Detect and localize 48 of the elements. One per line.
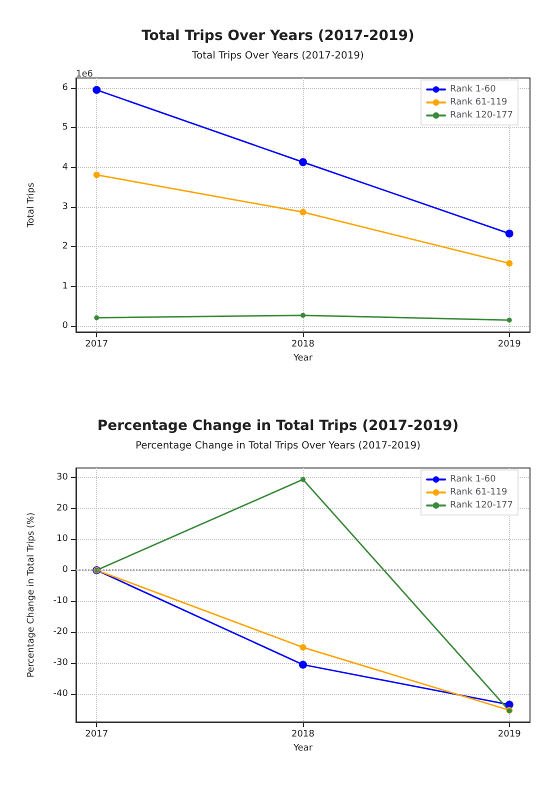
y-tick-label: -30 bbox=[53, 658, 68, 668]
point bbox=[300, 644, 306, 651]
y-tick-label: 3 bbox=[62, 202, 68, 212]
point bbox=[300, 208, 306, 216]
x-tick-label: 2019 bbox=[498, 730, 522, 740]
legend-label: Rank 120-177 bbox=[450, 110, 513, 120]
point bbox=[299, 660, 307, 669]
point bbox=[94, 315, 100, 320]
point bbox=[506, 318, 512, 323]
y-tick-label: 4 bbox=[62, 162, 68, 172]
x-axis-title: Year bbox=[292, 744, 313, 754]
y-tick-label: 5 bbox=[62, 122, 68, 133]
y-tick-label: -40 bbox=[53, 689, 68, 700]
point bbox=[505, 230, 514, 238]
x-tick-label: 2019 bbox=[498, 340, 522, 350]
y-tick-label: 0 bbox=[62, 321, 68, 332]
y-tick-label: 20 bbox=[56, 503, 68, 514]
y-tick-label: 2 bbox=[62, 242, 68, 252]
y-tick-label: 30 bbox=[56, 472, 68, 482]
legend-label: Rank 61-119 bbox=[450, 488, 508, 498]
x-tick-label: 2017 bbox=[85, 340, 108, 350]
y-tick-label: 0 bbox=[62, 565, 68, 576]
x-axis-title: Year bbox=[292, 354, 313, 364]
y-tick-label: 10 bbox=[56, 534, 68, 544]
point bbox=[299, 158, 307, 166]
x-tick-label: 2018 bbox=[292, 730, 315, 740]
point bbox=[506, 260, 513, 267]
legend-label: Rank 61-119 bbox=[450, 98, 508, 108]
chart-title: Percentage Change in Total Trips (2017-2019) bbox=[97, 418, 459, 434]
y-tick-label: 6 bbox=[62, 82, 68, 93]
chart-title: Total Trips Over Years (2017-2019) bbox=[142, 28, 414, 44]
x-tick-label: 2018 bbox=[292, 340, 315, 350]
y-tick-label: -20 bbox=[53, 627, 68, 638]
y-tick-label: -10 bbox=[53, 596, 68, 606]
y-axis-title: Total Trips bbox=[26, 182, 36, 228]
point bbox=[93, 172, 100, 178]
point bbox=[300, 476, 306, 482]
y-tick-label: 1 bbox=[62, 281, 68, 292]
x-tick-label: 2017 bbox=[85, 730, 108, 740]
chart-subtitle: Total Trips Over Years (2017-2019) bbox=[191, 50, 364, 62]
point bbox=[92, 86, 101, 94]
legend-label: Rank 120-177 bbox=[450, 500, 513, 510]
annotation: 1e6 bbox=[76, 70, 94, 80]
y-axis-title: Percentage Change in Total Trips (%) bbox=[26, 512, 36, 678]
chart-subtitle: Percentage Change in Total Trips Over Years (2017-2019) bbox=[135, 440, 421, 452]
legend-label: Rank 1-60 bbox=[450, 474, 496, 484]
point bbox=[300, 312, 306, 318]
legend-label: Rank 1-60 bbox=[450, 84, 496, 94]
